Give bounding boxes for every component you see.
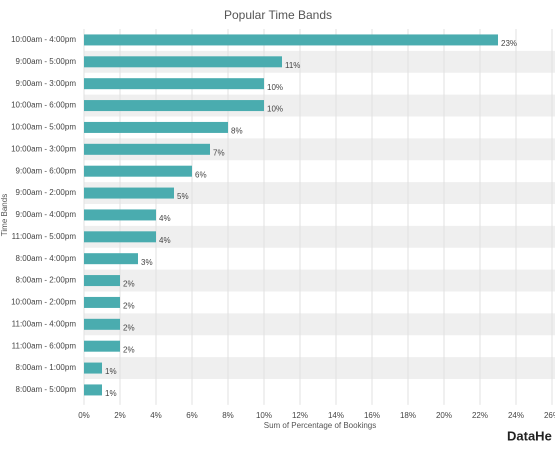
x-tick-label: 4% [150, 411, 162, 420]
bar [84, 362, 102, 374]
y-tick-label: 9:00am - 3:00pm [16, 79, 77, 88]
y-tick-label: 8:00am - 2:00pm [16, 276, 77, 285]
value-label: 2% [123, 302, 135, 311]
value-label: 3% [141, 258, 153, 267]
y-tick-label: 10:00am - 6:00pm [11, 101, 76, 110]
bar [84, 209, 156, 221]
value-label: 7% [213, 148, 225, 157]
value-label: 1% [105, 367, 117, 376]
x-tick-label: 8% [222, 411, 234, 420]
value-label: 2% [123, 323, 135, 332]
value-label: 6% [195, 170, 207, 179]
logo: DataHe [507, 428, 552, 443]
row-band [84, 225, 555, 248]
y-tick-label: 10:00am - 4:00pm [11, 35, 76, 44]
y-tick-label: 10:00am - 5:00pm [11, 123, 76, 132]
value-label: 10% [267, 83, 283, 92]
x-tick-label: 26% [544, 411, 555, 420]
value-label: 1% [105, 389, 117, 398]
value-label: 23% [501, 39, 517, 48]
value-label: 4% [159, 236, 171, 245]
y-tick-label: 10:00am - 2:00pm [11, 298, 76, 307]
bar [84, 231, 156, 243]
x-tick-label: 20% [436, 411, 452, 420]
value-label: 4% [159, 214, 171, 223]
x-tick-label: 2% [114, 411, 126, 420]
y-axis-title: Time Bands [0, 194, 9, 236]
value-label: 8% [231, 127, 243, 136]
y-tick-label: 8:00am - 5:00pm [16, 385, 77, 394]
x-tick-label: 18% [400, 411, 416, 420]
y-tick-label: 11:00am - 6:00pm [12, 341, 77, 350]
bar [84, 275, 120, 287]
bar [84, 187, 174, 199]
y-tick-label: 9:00am - 4:00pm [16, 210, 77, 219]
x-tick-label: 16% [364, 411, 380, 420]
row-band [84, 182, 555, 204]
x-tick-label: 0% [78, 411, 90, 420]
x-tick-label: 22% [472, 411, 488, 420]
x-tick-label: 10% [256, 411, 272, 420]
bar [84, 384, 102, 396]
bar [84, 78, 264, 90]
value-label: 5% [177, 192, 189, 201]
value-label: 2% [123, 280, 135, 289]
x-tick-label: 14% [328, 411, 344, 420]
y-tick-label: 8:00am - 4:00pm [16, 254, 77, 263]
bar [84, 34, 498, 46]
y-tick-label: 11:00am - 4:00pm [12, 319, 77, 328]
x-tick-label: 6% [186, 411, 198, 420]
bar [84, 121, 228, 133]
bar [84, 340, 120, 352]
y-tick-label: 9:00am - 2:00pm [16, 188, 77, 197]
row-band [84, 313, 555, 336]
row-band [84, 357, 555, 379]
bar [84, 100, 264, 112]
y-tick-label: 10:00am - 3:00pm [11, 144, 76, 153]
x-tick-label: 24% [508, 411, 524, 420]
value-label: 10% [267, 105, 283, 114]
y-tick-label: 11:00am - 5:00pm [12, 232, 77, 241]
bar [84, 56, 282, 68]
y-tick-label: 9:00am - 6:00pm [16, 166, 77, 175]
bar [84, 318, 120, 330]
bar [84, 296, 120, 308]
value-label: 2% [123, 345, 135, 354]
bar [84, 165, 192, 177]
bar [84, 143, 210, 155]
y-tick-label: 9:00am - 5:00pm [16, 57, 77, 66]
x-axis-title: Sum of Percentage of Bookings [264, 421, 377, 430]
x-tick-label: 12% [292, 411, 308, 420]
chart-title: Popular Time Bands [224, 8, 332, 22]
bar [84, 253, 138, 265]
row-band [84, 269, 555, 292]
value-label: 11% [285, 61, 300, 70]
y-tick-label: 8:00am - 1:00pm [16, 363, 77, 372]
